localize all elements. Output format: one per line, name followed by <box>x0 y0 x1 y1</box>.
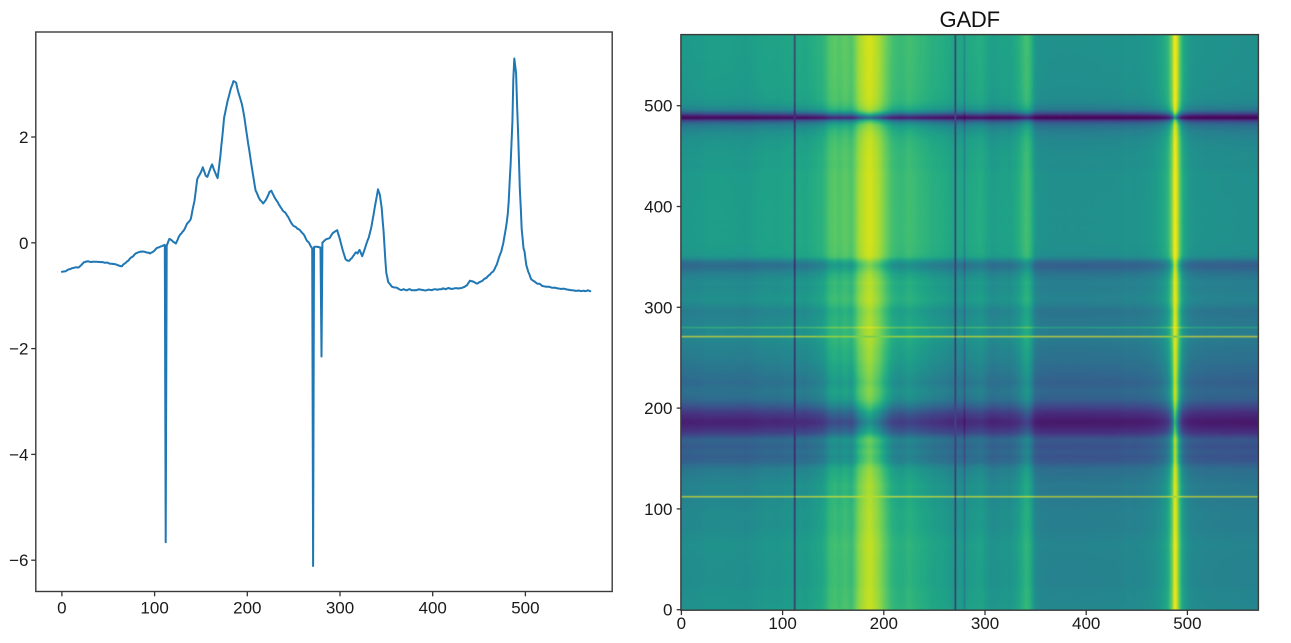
svg-text:200: 200 <box>233 599 261 618</box>
svg-text:0: 0 <box>19 234 28 253</box>
svg-text:0: 0 <box>677 614 686 633</box>
svg-text:0: 0 <box>663 601 672 620</box>
svg-text:300: 300 <box>326 599 354 618</box>
svg-text:100: 100 <box>644 500 672 519</box>
svg-text:200: 200 <box>870 614 898 633</box>
svg-text:GADF: GADF <box>940 7 1000 32</box>
svg-text:500: 500 <box>511 599 539 618</box>
svg-text:200: 200 <box>644 399 672 418</box>
svg-text:500: 500 <box>1173 614 1201 633</box>
svg-text:100: 100 <box>768 614 796 633</box>
svg-text:400: 400 <box>1072 614 1100 633</box>
svg-text:2: 2 <box>19 128 28 147</box>
svg-text:−4: −4 <box>9 445 28 464</box>
svg-text:300: 300 <box>644 298 672 317</box>
svg-text:300: 300 <box>971 614 999 633</box>
svg-text:0: 0 <box>57 599 66 618</box>
svg-text:400: 400 <box>644 198 672 217</box>
svg-text:400: 400 <box>419 599 447 618</box>
svg-text:500: 500 <box>644 97 672 116</box>
svg-text:−6: −6 <box>9 551 28 570</box>
svg-text:−2: −2 <box>9 340 28 359</box>
svg-text:100: 100 <box>140 599 168 618</box>
